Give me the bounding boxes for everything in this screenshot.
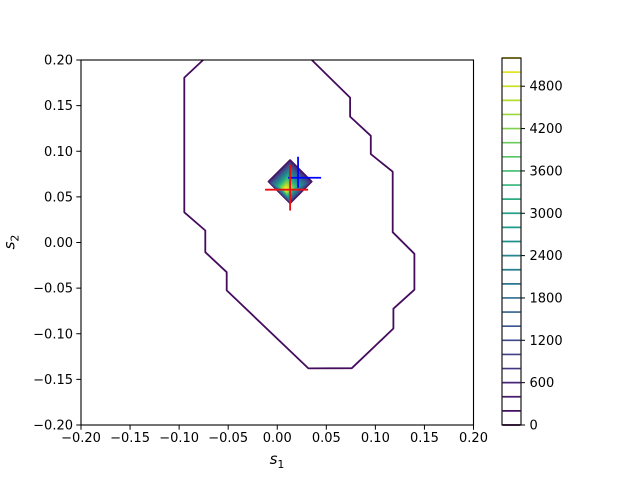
y-tick-label: −0.05 <box>33 282 73 297</box>
axes-frame <box>80 59 475 426</box>
y-tick-label: 0.20 <box>44 54 73 69</box>
y-tick-label: −0.10 <box>33 327 73 342</box>
colorbar-tick-label: 1800 <box>530 291 563 306</box>
x-tick-label: −0.15 <box>110 431 150 446</box>
outer-contour-line <box>183 59 416 370</box>
y-tick-label: 0.15 <box>44 99 73 114</box>
colorbar-tick-label: 600 <box>530 376 555 391</box>
x-tick-label: 0.15 <box>410 431 439 446</box>
x-tick-label: 0.00 <box>263 431 292 446</box>
x-tick-label: 0.10 <box>361 431 390 446</box>
colorbar-tick-label: 0 <box>530 419 538 434</box>
colorbar-tick-label: 4800 <box>530 80 563 95</box>
x-tick-label: 0.05 <box>312 431 341 446</box>
x-tick-label: −0.10 <box>159 431 199 446</box>
axis-ticks: −0.20 −0.15 −0.10 −0.05 0.00 0.05 0.10 0.15 0.20… <box>33 54 488 447</box>
colorbar-tick-label: 3000 <box>530 207 563 222</box>
x-axis-label: s1 <box>269 450 285 471</box>
blue-cross-marker <box>288 156 322 188</box>
colorbar: 0 600 1200 1800 2400 3000 3600 4200 4800 <box>501 57 563 434</box>
x-tick-label: 0.20 <box>459 431 488 446</box>
colorbar-tick-label: 4200 <box>530 122 563 137</box>
y-tick-label: 0.05 <box>44 190 73 205</box>
y-tick-label: 0.10 <box>44 145 73 160</box>
x-tick-label: −0.05 <box>208 431 248 446</box>
y-tick-label: −0.20 <box>33 419 73 434</box>
y-tick-label: 0.00 <box>44 236 73 251</box>
colorbar-tick-label: 1200 <box>530 334 563 349</box>
colorbar-tick-label: 3600 <box>530 164 563 179</box>
colorbar-tick-label: 2400 <box>530 249 563 264</box>
plot-area <box>183 59 416 370</box>
y-axis-label: s2 <box>0 234 22 250</box>
colorbar-frame <box>501 57 522 426</box>
y-tick-label: −0.15 <box>33 373 73 388</box>
red-cross-marker <box>265 164 309 211</box>
x-tick-label: −0.20 <box>61 431 101 446</box>
